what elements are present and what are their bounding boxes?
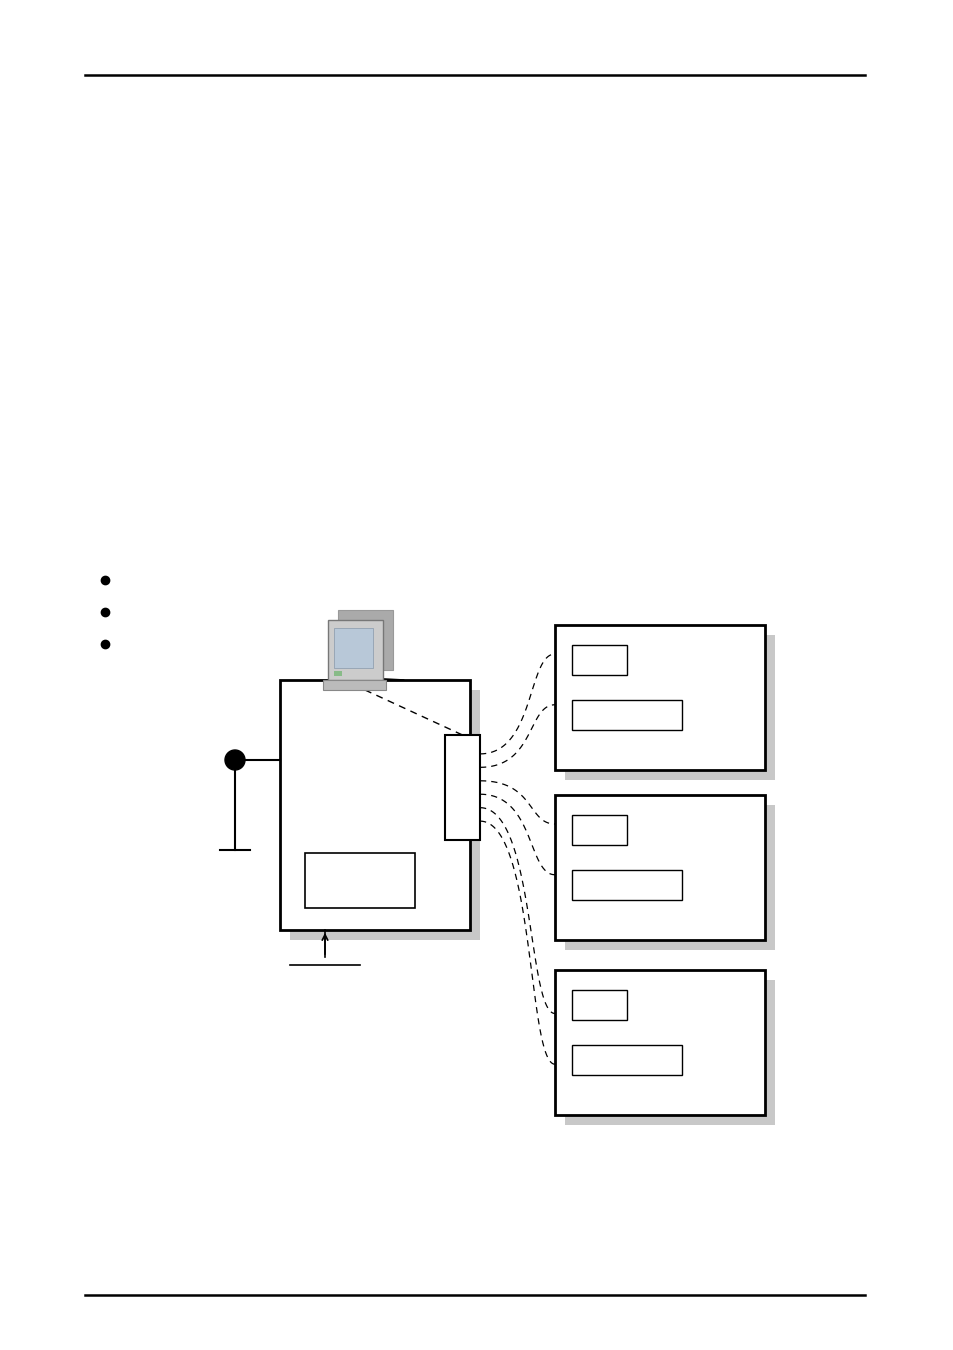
Bar	[334, 628, 372, 668]
Bar	[337, 610, 392, 670]
Bar	[334, 671, 341, 676]
Bar	[572, 990, 626, 1021]
Bar	[327, 620, 382, 680]
Bar	[280, 680, 470, 930]
Bar	[555, 971, 764, 1115]
Bar	[564, 805, 774, 950]
Bar	[305, 853, 415, 909]
Bar	[572, 701, 681, 730]
Bar	[564, 980, 774, 1125]
Bar	[290, 690, 479, 940]
Bar	[564, 634, 774, 780]
Bar	[555, 795, 764, 940]
Bar	[444, 734, 479, 840]
Circle shape	[225, 751, 245, 769]
Bar	[572, 869, 681, 900]
Bar	[572, 815, 626, 845]
Bar	[555, 625, 764, 770]
Bar	[322, 680, 385, 690]
Bar	[572, 1045, 681, 1075]
Bar	[572, 645, 626, 675]
